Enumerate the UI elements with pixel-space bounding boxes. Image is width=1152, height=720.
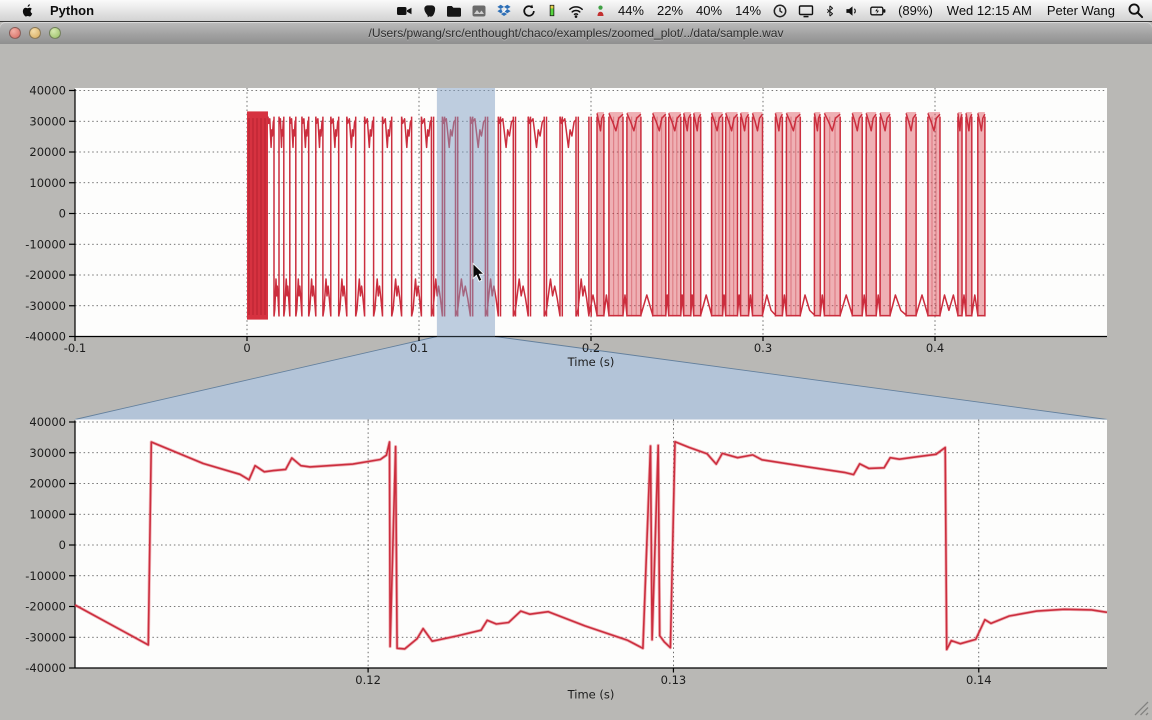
photos-icon <box>472 5 486 16</box>
zoom-xaxis-title: Time (s) <box>567 688 615 702</box>
menu-bar: Python <box>0 0 1152 22</box>
svg-text:-40000: -40000 <box>25 661 66 675</box>
bluetooth-icon <box>827 5 834 16</box>
volume-icon <box>846 5 856 16</box>
wifi-icon <box>569 5 583 18</box>
battery-percent-label[interactable]: (89%) <box>898 3 933 18</box>
evernote-menu-item[interactable] <box>422 2 437 20</box>
photos-menu-item[interactable] <box>471 2 487 20</box>
close-button[interactable] <box>9 27 21 39</box>
sync-icon <box>523 4 535 17</box>
spotlight-icon <box>1128 3 1144 19</box>
meter-percent-3[interactable]: 40% <box>696 3 723 18</box>
svg-text:10000: 10000 <box>29 176 66 190</box>
volume-menu-item[interactable] <box>845 2 860 20</box>
dropbox-menu-item[interactable] <box>496 2 512 20</box>
svg-text:0.1: 0.1 <box>410 341 428 355</box>
display-menu-item[interactable] <box>797 2 815 20</box>
overview-tick-labels: 40000 30000 20000 10000 0 -10000 -20000 -30000 -… <box>25 84 944 356</box>
menu-clock[interactable]: Wed 12:15 AM <box>946 3 1032 18</box>
svg-text:20000: 20000 <box>29 145 66 159</box>
overview-plot[interactable]: 40000 30000 20000 10000 0 -10000 -20000 -30000 -… <box>25 84 1107 356</box>
svg-text:-30000: -30000 <box>25 299 66 313</box>
svg-text:-20000: -20000 <box>25 268 66 282</box>
dropbox-icon <box>497 4 511 16</box>
overview-axes <box>69 89 1107 341</box>
zoom-waveform <box>74 440 1108 651</box>
folder-icon <box>446 5 461 17</box>
svg-text:-40000: -40000 <box>25 330 66 344</box>
svg-text:40000: 40000 <box>29 84 66 98</box>
mouse-cursor <box>472 262 485 282</box>
screen-recorder-menu-item[interactable] <box>396 2 413 20</box>
time-machine-icon <box>773 4 787 17</box>
sync-menu-item[interactable] <box>521 2 537 20</box>
overview-waveform <box>247 111 986 320</box>
svg-text:0.4: 0.4 <box>926 341 944 355</box>
svg-text:0: 0 <box>243 341 250 355</box>
svg-text:40000: 40000 <box>29 415 66 429</box>
display-icon <box>798 4 814 17</box>
svg-text:-20000: -20000 <box>25 600 66 614</box>
evernote-icon <box>424 4 436 17</box>
zoom-tick-labels: 40000 30000 20000 10000 0 -10000 -20000 -30000 -… <box>25 415 991 687</box>
zoom-button[interactable] <box>49 27 61 39</box>
active-app-menu[interactable]: Python <box>50 3 95 18</box>
svg-text:30000: 30000 <box>29 446 66 460</box>
meter-percent-4[interactable]: 14% <box>735 3 762 18</box>
svg-text:0.3: 0.3 <box>754 341 772 355</box>
svg-text:0.14: 0.14 <box>966 673 992 687</box>
svg-text:20000: 20000 <box>29 477 66 491</box>
zoom-plot[interactable]: 40000 30000 20000 10000 0 -10000 -20000 -30000 -… <box>25 415 1108 687</box>
svg-text:0: 0 <box>59 207 66 221</box>
apple-menu[interactable] <box>20 2 35 20</box>
battery-meter-menu-item[interactable] <box>546 2 558 20</box>
window-titlebar[interactable]: /Users/pwang/src/enthought/chaco/example… <box>0 22 1152 45</box>
zoom-connector <box>74 336 1108 420</box>
resize-grip[interactable] <box>1134 701 1149 716</box>
meter-percent-1[interactable]: 44% <box>617 3 644 18</box>
plot-window: /Users/pwang/src/enthought/chaco/example… <box>0 22 1152 720</box>
zoom-area[interactable] <box>75 419 1107 669</box>
svg-text:0.13: 0.13 <box>661 673 687 687</box>
battery-menu-item[interactable] <box>869 2 887 20</box>
svg-text:0: 0 <box>59 538 66 552</box>
svg-text:-10000: -10000 <box>25 237 66 251</box>
fast-user-switch-menu[interactable]: Peter Wang <box>1046 3 1115 18</box>
time-machine-menu-item[interactable] <box>772 2 788 20</box>
selection-overlay[interactable] <box>436 88 496 337</box>
svg-text:-30000: -30000 <box>25 630 66 644</box>
svg-text:10000: 10000 <box>29 507 66 521</box>
svg-text:30000: 30000 <box>29 114 66 128</box>
window-content: 40000 30000 20000 10000 0 -10000 -20000 -30000 -… <box>0 44 1152 720</box>
bluetooth-menu-item[interactable] <box>824 2 836 20</box>
window-title: /Users/pwang/src/enthought/chaco/example… <box>368 26 784 40</box>
zoom-grid <box>75 419 1107 668</box>
zoom-axes <box>69 420 1107 673</box>
folder-menu-item[interactable] <box>446 2 462 20</box>
apple-icon <box>22 4 33 17</box>
overview-xaxis-title: Time (s) <box>567 355 615 369</box>
presence-menu-item[interactable] <box>594 2 607 20</box>
battery-meter-icon <box>549 4 555 17</box>
chaco-plot-canvas[interactable]: 40000 30000 20000 10000 0 -10000 -20000 -30000 -… <box>0 44 1152 720</box>
camcorder-icon <box>396 6 412 15</box>
svg-text:-0.1: -0.1 <box>64 341 86 355</box>
minimize-button[interactable] <box>29 27 41 39</box>
svg-text:-10000: -10000 <box>25 569 66 583</box>
battery-icon <box>870 6 886 15</box>
meter-percent-2[interactable]: 22% <box>657 3 684 18</box>
presence-icon <box>597 4 604 16</box>
svg-text:0.12: 0.12 <box>355 673 381 687</box>
window-controls <box>9 27 61 39</box>
svg-text:0.2: 0.2 <box>582 341 600 355</box>
spotlight-menu-item[interactable] <box>1127 2 1144 20</box>
wifi-menu-item[interactable] <box>567 2 585 20</box>
